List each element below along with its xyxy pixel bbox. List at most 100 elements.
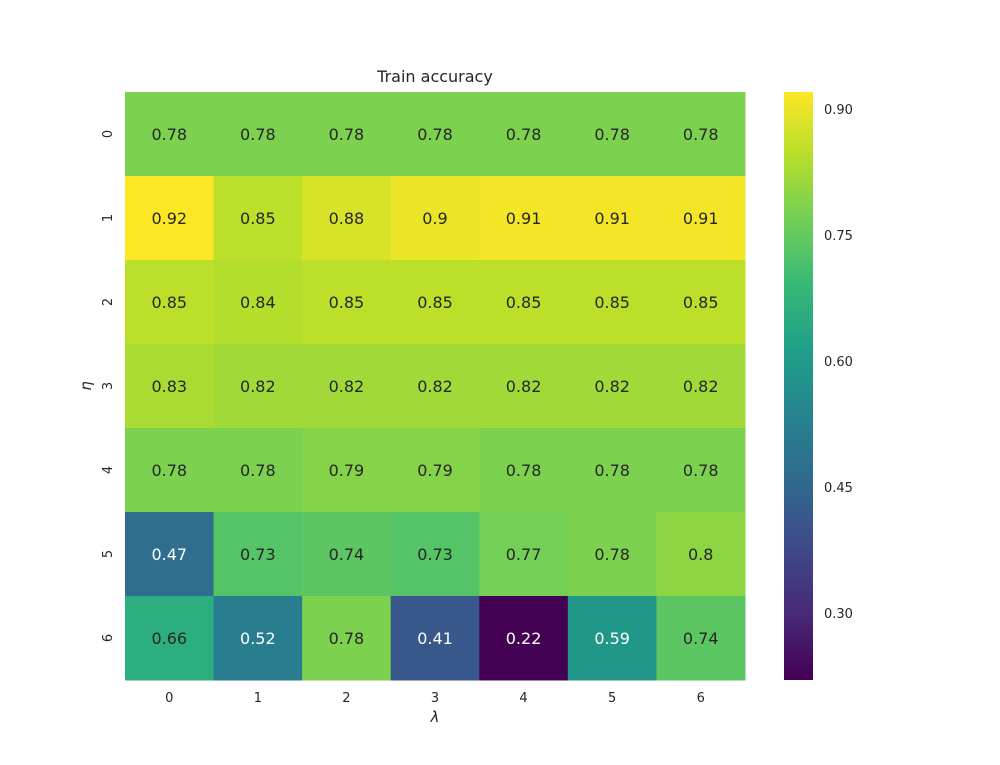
cell-value-label: 0.82 [683, 377, 719, 396]
heatmap-cell [390, 344, 480, 429]
cell-value-label: 0.78 [683, 125, 719, 144]
heatmap-cell [302, 176, 392, 261]
cell-value-label: 0.78 [151, 125, 187, 144]
cell-value-label: 0.85 [329, 293, 365, 312]
cell-value-label: 0.73 [240, 545, 276, 564]
heatmap-cell [479, 512, 569, 597]
cell-value-label: 0.82 [329, 377, 365, 396]
x-tick-label: 6 [697, 691, 705, 706]
cell-value-label: 0.79 [417, 461, 453, 480]
heatmap-cell [213, 596, 303, 681]
heatmap-cell [302, 428, 392, 513]
heatmap-cell [125, 512, 215, 597]
heatmap-cell [302, 92, 392, 177]
cell-value-label: 0.78 [506, 461, 542, 480]
cell-value-label: 0.9 [422, 209, 447, 228]
cell-value-label: 0.85 [594, 293, 630, 312]
chart-title: Train accuracy [376, 67, 493, 86]
heatmap-cell [390, 92, 480, 177]
cell-value-label: 0.85 [683, 293, 719, 312]
heatmap-cell [567, 512, 657, 597]
heatmap-cell [213, 176, 303, 261]
cell-value-label: 0.82 [506, 377, 542, 396]
heatmap-cell [567, 260, 657, 345]
heatmap-cell [302, 512, 392, 597]
colorbar-tick-labels: 0.30 0.45 0.60 0.75 0.90 [824, 103, 853, 622]
cell-value-label: 0.78 [506, 125, 542, 144]
heatmap-cell [656, 428, 746, 513]
colorbar-tick-label: 0.30 [824, 607, 853, 622]
y-tick-label: 5 [101, 550, 116, 558]
heatmap-cell [125, 428, 215, 513]
cell-value-label: 0.83 [151, 377, 187, 396]
heatmap-cell [213, 92, 303, 177]
heatmap-cell [567, 176, 657, 261]
heatmap-cell [390, 176, 480, 261]
heatmap-cell [479, 92, 569, 177]
heatmap-cell [390, 596, 480, 681]
heatmap-cell [213, 428, 303, 513]
cell-value-label: 0.85 [417, 293, 453, 312]
heatmap-cell [213, 260, 303, 345]
cell-value-label: 0.78 [151, 461, 187, 480]
cell-value-label: 0.88 [329, 209, 365, 228]
cell-value-label: 0.82 [417, 377, 453, 396]
y-tick-label: 2 [101, 298, 116, 306]
cell-value-label: 0.78 [683, 461, 719, 480]
heatmap-cell [125, 92, 215, 177]
heatmap-cell [567, 428, 657, 513]
heatmap-cell [479, 428, 569, 513]
heatmap-cell [479, 260, 569, 345]
cell-value-label: 0.82 [594, 377, 630, 396]
x-tick-label: 0 [165, 691, 173, 706]
heatmap-cell [302, 596, 392, 681]
x-tick-label: 2 [342, 691, 350, 706]
heatmap-cell [390, 428, 480, 513]
cell-value-label: 0.92 [151, 209, 187, 228]
heatmap-cell [213, 344, 303, 429]
y-tick-label: 0 [101, 130, 116, 138]
y-axis-label: η [77, 381, 95, 391]
cell-value-label: 0.91 [506, 209, 542, 228]
heatmap-cell [567, 344, 657, 429]
heatmap-cell [479, 176, 569, 261]
heatmap-cell [479, 344, 569, 429]
cell-value-label: 0.91 [594, 209, 630, 228]
y-tick-label: 1 [101, 214, 116, 222]
heatmap-cell [567, 596, 657, 681]
heatmap-cell [656, 176, 746, 261]
cell-value-label: 0.78 [594, 545, 630, 564]
heatmap-cell [656, 512, 746, 597]
heatmap-cell [656, 260, 746, 345]
x-tick-labels: 0 1 2 3 4 5 6 [165, 691, 705, 706]
cell-value-label: 0.78 [329, 629, 365, 648]
cell-value-label: 0.79 [329, 461, 365, 480]
x-tick-label: 5 [608, 691, 616, 706]
heatmap-cell [656, 596, 746, 681]
heatmap-cell [213, 512, 303, 597]
heatmap-cell [302, 260, 392, 345]
heatmap-cell [390, 260, 480, 345]
cell-value-label: 0.41 [417, 629, 453, 648]
y-tick-label: 4 [101, 466, 116, 474]
heatmap-cell [479, 596, 569, 681]
cell-value-label: 0.74 [683, 629, 719, 648]
colorbar [784, 92, 813, 680]
heatmap-cell [125, 596, 215, 681]
colorbar-tick-label: 0.60 [824, 355, 853, 370]
heatmap-cell [390, 512, 480, 597]
cell-value-label: 0.8 [688, 545, 713, 564]
heatmap-cell [125, 260, 215, 345]
cell-value-label: 0.78 [417, 125, 453, 144]
x-tick-label: 1 [254, 691, 262, 706]
cell-value-label: 0.78 [240, 461, 276, 480]
heatmap-cell [656, 92, 746, 177]
cell-value-label: 0.22 [506, 629, 542, 648]
cell-value-label: 0.78 [240, 125, 276, 144]
y-tick-labels: 0 1 2 3 4 5 6 [101, 130, 116, 642]
heatmap-cell [125, 344, 215, 429]
cell-value-label: 0.78 [594, 125, 630, 144]
colorbar-tick-label: 0.75 [824, 229, 853, 244]
cell-value-label: 0.85 [151, 293, 187, 312]
